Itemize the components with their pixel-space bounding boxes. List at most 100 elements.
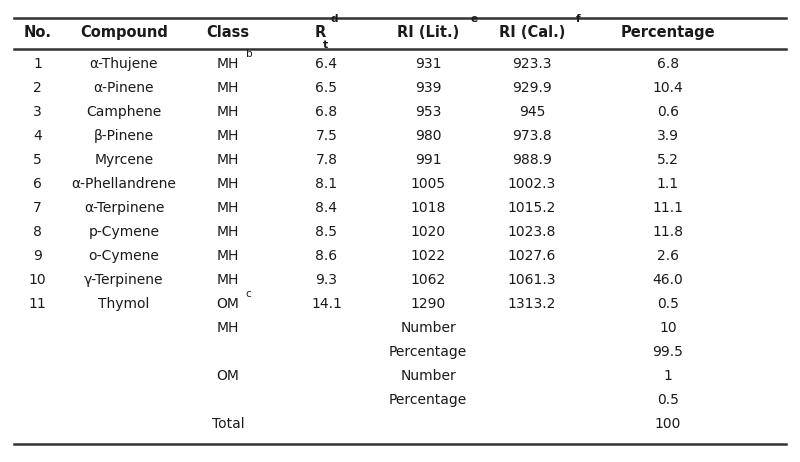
Text: 11.1: 11.1 bbox=[653, 201, 683, 215]
Text: 991: 991 bbox=[414, 153, 442, 167]
Text: t: t bbox=[323, 40, 328, 50]
Text: 8.6: 8.6 bbox=[315, 249, 338, 263]
Text: f: f bbox=[576, 14, 581, 24]
Text: Myrcene: Myrcene bbox=[94, 153, 154, 167]
Text: 1020: 1020 bbox=[410, 225, 446, 239]
Text: Number: Number bbox=[400, 321, 456, 335]
Text: 6: 6 bbox=[33, 177, 42, 191]
Text: o-Cymene: o-Cymene bbox=[89, 249, 159, 263]
Text: 1.1: 1.1 bbox=[657, 177, 679, 191]
Text: 9.3: 9.3 bbox=[315, 273, 338, 287]
Text: 1313.2: 1313.2 bbox=[508, 297, 556, 311]
Text: 929.9: 929.9 bbox=[512, 81, 552, 95]
Text: 99.5: 99.5 bbox=[653, 345, 683, 359]
Text: 1062: 1062 bbox=[410, 273, 446, 287]
Text: MH: MH bbox=[217, 273, 239, 287]
Text: MH: MH bbox=[217, 105, 239, 119]
Text: 6.4: 6.4 bbox=[315, 57, 338, 71]
Text: MH: MH bbox=[217, 201, 239, 215]
Text: 923.3: 923.3 bbox=[512, 57, 552, 71]
Text: R: R bbox=[314, 25, 326, 40]
Text: 3.9: 3.9 bbox=[657, 129, 679, 143]
Text: Percentage: Percentage bbox=[389, 393, 467, 407]
Text: 3: 3 bbox=[34, 105, 42, 119]
Text: No.: No. bbox=[24, 25, 51, 40]
Text: 0.6: 0.6 bbox=[657, 105, 679, 119]
Text: 1027.6: 1027.6 bbox=[508, 249, 556, 263]
Text: 11: 11 bbox=[29, 297, 46, 311]
Text: 46.0: 46.0 bbox=[653, 273, 683, 287]
Text: α-Terpinene: α-Terpinene bbox=[84, 201, 164, 215]
Text: MH: MH bbox=[217, 153, 239, 167]
Text: 1002.3: 1002.3 bbox=[508, 177, 556, 191]
Text: Thymol: Thymol bbox=[98, 297, 150, 311]
Text: 7.5: 7.5 bbox=[315, 129, 338, 143]
Text: RI (Cal.): RI (Cal.) bbox=[499, 25, 565, 40]
Text: 0.5: 0.5 bbox=[657, 393, 679, 407]
Text: b: b bbox=[246, 49, 252, 59]
Text: 8.5: 8.5 bbox=[315, 225, 338, 239]
Text: c: c bbox=[246, 289, 251, 299]
Text: Compound: Compound bbox=[80, 25, 168, 40]
Text: 11.8: 11.8 bbox=[653, 225, 683, 239]
Text: 1005: 1005 bbox=[410, 177, 446, 191]
Text: OM: OM bbox=[217, 369, 239, 383]
Text: OM: OM bbox=[217, 297, 239, 311]
Text: RI (Lit.): RI (Lit.) bbox=[397, 25, 459, 40]
Text: 945: 945 bbox=[519, 105, 545, 119]
Text: Class: Class bbox=[206, 25, 250, 40]
Text: MH: MH bbox=[217, 57, 239, 71]
Text: 6.8: 6.8 bbox=[657, 57, 679, 71]
Text: α-Phellandrene: α-Phellandrene bbox=[71, 177, 177, 191]
Text: β-Pinene: β-Pinene bbox=[94, 129, 154, 143]
Text: 8: 8 bbox=[33, 225, 42, 239]
Text: α-Thujene: α-Thujene bbox=[90, 57, 158, 71]
Text: Percentage: Percentage bbox=[389, 345, 467, 359]
Text: 980: 980 bbox=[414, 129, 442, 143]
Text: 6.8: 6.8 bbox=[315, 105, 338, 119]
Text: Percentage: Percentage bbox=[621, 25, 715, 40]
Text: 1015.2: 1015.2 bbox=[508, 201, 556, 215]
Text: Total: Total bbox=[212, 417, 244, 431]
Text: MH: MH bbox=[217, 129, 239, 143]
Text: 7: 7 bbox=[34, 201, 42, 215]
Text: 14.1: 14.1 bbox=[311, 297, 342, 311]
Text: 2: 2 bbox=[34, 81, 42, 95]
Text: 1023.8: 1023.8 bbox=[508, 225, 556, 239]
Text: 1061.3: 1061.3 bbox=[508, 273, 556, 287]
Text: MH: MH bbox=[217, 177, 239, 191]
Text: MH: MH bbox=[217, 81, 239, 95]
Text: 1: 1 bbox=[663, 369, 673, 383]
Text: 100: 100 bbox=[655, 417, 681, 431]
Text: 0.5: 0.5 bbox=[657, 297, 679, 311]
Text: MH: MH bbox=[217, 249, 239, 263]
Text: 1: 1 bbox=[33, 57, 42, 71]
Text: d: d bbox=[330, 14, 338, 24]
Text: 939: 939 bbox=[414, 81, 442, 95]
Text: 1022: 1022 bbox=[410, 249, 446, 263]
Text: 9: 9 bbox=[33, 249, 42, 263]
Text: 6.5: 6.5 bbox=[315, 81, 338, 95]
Text: 973.8: 973.8 bbox=[512, 129, 552, 143]
Text: 7.8: 7.8 bbox=[315, 153, 338, 167]
Text: Number: Number bbox=[400, 369, 456, 383]
Text: e: e bbox=[471, 14, 478, 24]
Text: 5.2: 5.2 bbox=[657, 153, 679, 167]
Text: 1290: 1290 bbox=[410, 297, 446, 311]
Text: 4: 4 bbox=[34, 129, 42, 143]
Text: MH: MH bbox=[217, 321, 239, 335]
Text: Camphene: Camphene bbox=[86, 105, 162, 119]
Text: 8.1: 8.1 bbox=[315, 177, 338, 191]
Text: 10: 10 bbox=[659, 321, 677, 335]
Text: 1018: 1018 bbox=[410, 201, 446, 215]
Text: 10: 10 bbox=[29, 273, 46, 287]
Text: 931: 931 bbox=[414, 57, 442, 71]
Text: 8.4: 8.4 bbox=[315, 201, 338, 215]
Text: 5: 5 bbox=[34, 153, 42, 167]
Text: 10.4: 10.4 bbox=[653, 81, 683, 95]
Text: 953: 953 bbox=[415, 105, 441, 119]
Text: p-Cymene: p-Cymene bbox=[89, 225, 159, 239]
Text: α-Pinene: α-Pinene bbox=[94, 81, 154, 95]
Text: MH: MH bbox=[217, 225, 239, 239]
Text: γ-Terpinene: γ-Terpinene bbox=[84, 273, 164, 287]
